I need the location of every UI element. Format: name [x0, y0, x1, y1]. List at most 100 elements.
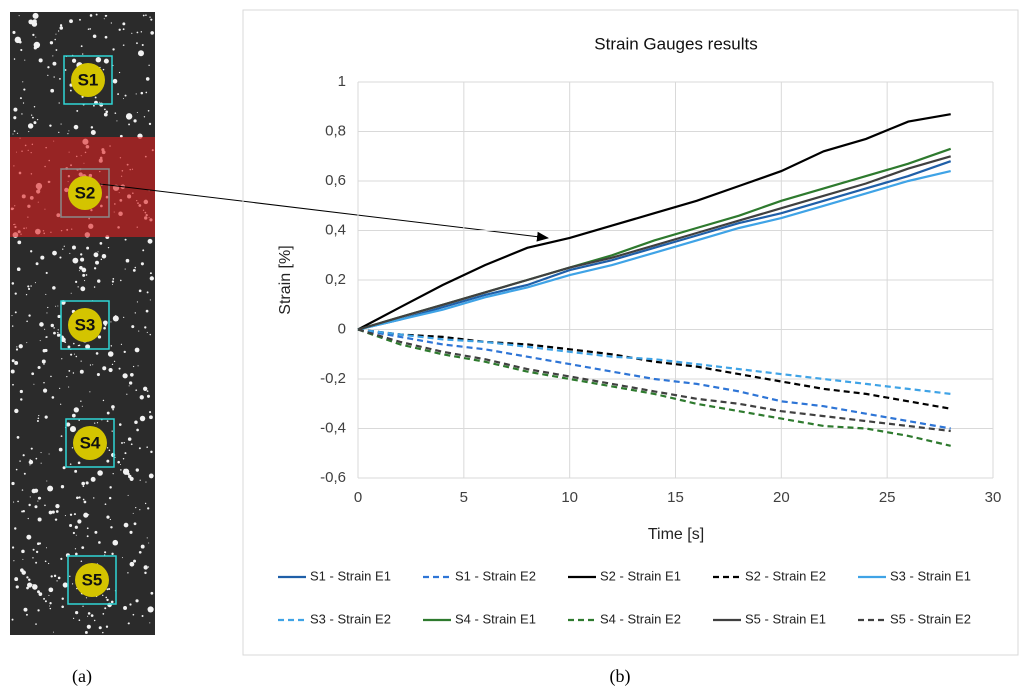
speckle [93, 252, 99, 258]
speckle [37, 590, 40, 594]
speckle [82, 605, 84, 607]
legend-item: S3 - Strain E1 [858, 568, 971, 583]
speckle [150, 31, 154, 35]
speckle [80, 360, 82, 362]
speckle [46, 480, 48, 482]
speckle [22, 558, 24, 560]
speckle [124, 268, 126, 270]
gauge-label: S1 [78, 70, 99, 89]
speckle [47, 66, 50, 69]
speckle [112, 539, 119, 546]
gauge-dot [75, 563, 109, 597]
speckle [38, 414, 40, 417]
speckle [22, 102, 25, 104]
speckle [75, 611, 79, 615]
speckle [33, 105, 36, 108]
speckle [52, 250, 57, 256]
speckle [52, 55, 54, 57]
speckle [124, 94, 127, 97]
speckle [32, 19, 37, 24]
speckle [71, 58, 77, 63]
speckle [129, 372, 134, 377]
speckle [147, 606, 154, 613]
speckle [138, 289, 142, 293]
speckle [59, 26, 64, 30]
speckle [105, 625, 109, 628]
speckle [135, 506, 137, 509]
speckle [32, 548, 35, 551]
speckle [147, 109, 150, 112]
speckle [136, 31, 139, 34]
speckle [135, 389, 138, 391]
speckle [36, 118, 39, 121]
speckle [110, 600, 114, 604]
speckle [57, 314, 61, 319]
speckle [11, 325, 14, 327]
y-tick-label: 1 [338, 73, 346, 90]
speckle [145, 14, 147, 16]
speckle [123, 470, 127, 474]
speckle [66, 422, 71, 427]
speckle [20, 398, 23, 401]
speckle [38, 592, 43, 596]
speckle [108, 587, 111, 591]
speckle [45, 293, 47, 295]
y-tick-label: 0,2 [325, 271, 346, 288]
speckle [112, 315, 119, 322]
speckle [32, 12, 39, 19]
speckle [87, 615, 89, 617]
speckle [75, 355, 78, 358]
speckle [55, 503, 60, 509]
speckle [23, 472, 26, 475]
speckle [98, 101, 100, 103]
speckle [86, 624, 91, 629]
speckle [119, 134, 123, 138]
speckle [72, 531, 75, 535]
speckle [28, 131, 30, 133]
speckle [28, 503, 31, 507]
speckle [21, 489, 24, 491]
speckle [75, 280, 78, 283]
speckle [15, 468, 18, 471]
speckle [136, 301, 139, 303]
speckle [43, 597, 45, 600]
speckle [150, 591, 154, 595]
speckle [14, 527, 17, 530]
speckle [79, 369, 84, 374]
series-line [357, 113, 951, 331]
legend-item: S3 - Strain E2 [278, 611, 391, 626]
speckle [112, 48, 115, 51]
speckle [30, 250, 33, 253]
speckle [135, 93, 137, 95]
speckle [72, 617, 75, 620]
speckle [124, 238, 127, 241]
speckle [146, 394, 151, 398]
speckle [106, 459, 110, 463]
speckle [26, 586, 29, 590]
speckle [73, 124, 79, 130]
speckle [45, 336, 48, 338]
speckle [50, 575, 53, 578]
speckle [140, 262, 144, 266]
speckle [41, 359, 46, 364]
speckle [13, 130, 16, 132]
speckle [81, 405, 83, 407]
speckle [81, 546, 85, 550]
speckle [27, 285, 30, 288]
speckle [24, 59, 26, 61]
gauge-box [67, 555, 117, 605]
series-line [357, 328, 951, 433]
speckle [30, 285, 32, 287]
speckle [30, 114, 33, 116]
series-line [357, 147, 952, 331]
speckle [23, 88, 26, 91]
speckle [26, 534, 32, 540]
speckle [12, 133, 14, 135]
speckle [110, 321, 112, 323]
speckle [57, 30, 60, 32]
speckle [37, 365, 41, 370]
speckle [44, 560, 47, 563]
speckle [76, 109, 79, 112]
speckle [78, 270, 80, 272]
speckle [53, 331, 56, 335]
